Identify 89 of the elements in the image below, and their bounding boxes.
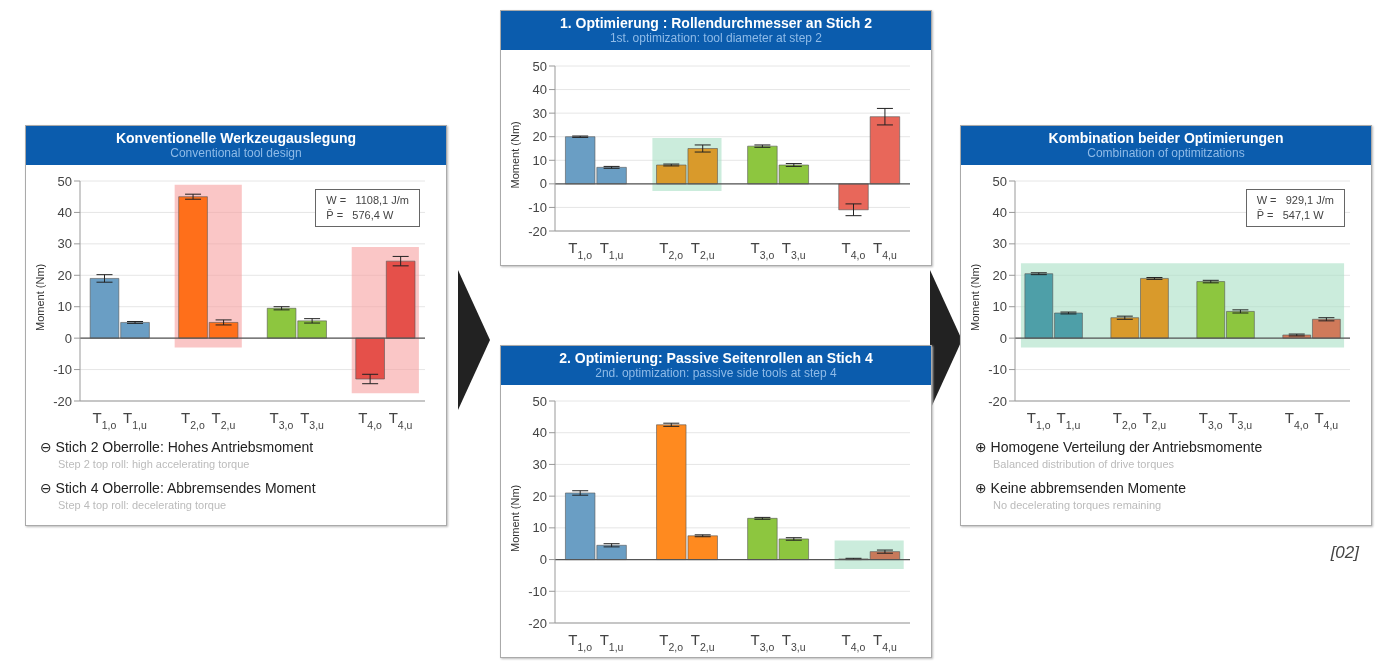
x-tick-label: T$_{2,o}$ (659, 239, 684, 261)
y-tick-label: 50 (992, 173, 1007, 189)
x-tick-label: T$_{1,u}$ (123, 409, 147, 431)
y-tick-label: -20 (53, 393, 72, 409)
chart-title: 1. Optimierung : Rollendurchmesser an Stich 2 (559, 15, 873, 31)
chart-subtitle: Conventional tool design (169, 146, 303, 160)
chart-title: Konventionelle Werkzeugauslegung (114, 130, 358, 146)
x-tick-label: T$_{3,o}$ (1198, 409, 1223, 431)
annotation: W = 1108,1 J/m (326, 193, 409, 208)
text: Step 4 top roll: decelerating torque (57, 499, 228, 511)
x-tick-label: T$_{2,o}$ (181, 409, 205, 431)
x-tick-label: T$_{2,u}$ (690, 631, 715, 653)
y-tick-label: 0 (539, 552, 547, 568)
x-tick-label: T$_{3,u}$ (1228, 409, 1253, 431)
y-tick-label: 10 (57, 299, 72, 315)
text: ⊖ Stich 4 Oberrolle: Abbremsendes Moment (40, 480, 317, 496)
y-tick-label: 30 (57, 236, 72, 252)
chart-subtitle: Combination of optimitzations (1086, 146, 1246, 160)
y-tick-label: -20 (988, 393, 1007, 409)
x-tick-label: T$_{1,u}$ (599, 631, 624, 653)
chart-title: Kombination beider Optimierungen (1047, 130, 1285, 146)
y-tick-label: 0 (999, 330, 1007, 346)
x-tick-label: T$_{4,u}$ (872, 239, 897, 261)
text: Balanced distribution of drive torques (992, 458, 1175, 470)
y-tick-label: -10 (988, 362, 1007, 378)
x-tick-label: T$_{2,u}$ (1142, 409, 1167, 431)
y-tick-label: -20 (528, 615, 547, 631)
x-tick-label: T$_{4,o}$ (1284, 409, 1309, 431)
y-tick-label: 50 (57, 173, 72, 189)
text: ⊖ Stich 2 Oberrolle: Hohes Antriebsmoment (40, 439, 315, 455)
x-tick-label: T$_{3,u}$ (781, 239, 806, 261)
y-tick-label: 30 (992, 236, 1007, 252)
annotation: W = 929,1 J/m (1256, 193, 1334, 208)
y-axis-title: Moment (Nm) (968, 263, 981, 331)
annotation: P̄ = 576,4 W (326, 208, 395, 223)
y-axis-title: Moment (Nm) (508, 121, 521, 189)
y-tick-label: 30 (532, 457, 547, 473)
y-tick-label: 20 (532, 488, 547, 504)
chart-subtitle: 2nd. optimization: passive side tools at step 4 (594, 366, 838, 380)
x-tick-label: T$_{1,o}$ (568, 239, 593, 261)
y-tick-label: 40 (992, 205, 1007, 221)
annotation: P̄ = 547,1 W (1256, 208, 1325, 223)
text: No decelerating torques remaining (992, 499, 1163, 511)
x-tick-label: T$_{3,u}$ (300, 409, 325, 431)
text: ⊕ Homogene Verteilung der Antriebsmomente (975, 439, 1264, 455)
y-axis-title: Moment (Nm) (33, 263, 46, 331)
chart-title: 2. Optimierung: Passive Seitenrollen an Stich 4 (558, 350, 874, 366)
y-tick-label: 40 (532, 425, 547, 441)
x-tick-label: T$_{4,o}$ (841, 631, 866, 653)
y-tick-label: 50 (532, 393, 547, 409)
y-tick-label: -20 (528, 223, 547, 239)
y-tick-label: 50 (532, 58, 547, 74)
x-tick-label: T$_{2,o}$ (659, 631, 684, 653)
x-tick-label: T$_{4,u}$ (872, 631, 897, 653)
chart-subtitle: 1st. optimization: tool diameter at step 2 (608, 31, 824, 45)
y-tick-label: 10 (532, 152, 547, 168)
x-tick-label: T$_{1,o}$ (92, 409, 117, 431)
y-tick-label: 20 (57, 267, 72, 283)
x-tick-label: T$_{2,u}$ (690, 239, 715, 261)
text: [02] (1330, 543, 1359, 563)
x-tick-label: T$_{3,o}$ (750, 631, 775, 653)
y-axis-title: Moment (Nm) (508, 484, 521, 552)
y-tick-label: -10 (528, 200, 547, 216)
x-tick-label: T$_{3,o}$ (750, 239, 775, 261)
text: Step 2 top roll: high accelerating torque (57, 458, 251, 470)
y-tick-label: -10 (528, 583, 547, 599)
text: ⊕ Keine abbremsenden Momente (975, 480, 1187, 496)
y-tick-label: 10 (992, 299, 1007, 315)
x-tick-label: T$_{1,o}$ (1026, 409, 1051, 431)
x-tick-label: T$_{1,u}$ (1056, 409, 1081, 431)
y-tick-label: 0 (64, 330, 72, 346)
y-tick-label: 40 (532, 82, 547, 98)
x-tick-label: T$_{3,o}$ (269, 409, 294, 431)
y-tick-label: 30 (532, 105, 547, 121)
y-tick-label: 40 (57, 205, 72, 221)
y-tick-label: 20 (992, 267, 1007, 283)
x-tick-label: T$_{4,u}$ (388, 409, 413, 431)
x-tick-label: T$_{3,u}$ (781, 631, 806, 653)
x-tick-label: T$_{4,o}$ (841, 239, 866, 261)
y-tick-label: 20 (532, 129, 547, 145)
x-tick-label: T$_{4,o}$ (358, 409, 383, 431)
y-tick-label: 10 (532, 520, 547, 536)
x-tick-label: T$_{1,u}$ (599, 239, 624, 261)
x-tick-label: T$_{2,o}$ (1112, 409, 1137, 431)
x-tick-label: T$_{1,o}$ (568, 631, 593, 653)
x-tick-label: T$_{2,u}$ (211, 409, 236, 431)
y-tick-label: -10 (53, 362, 72, 378)
x-tick-label: T$_{4,u}$ (1314, 409, 1339, 431)
y-tick-label: 0 (539, 176, 547, 192)
